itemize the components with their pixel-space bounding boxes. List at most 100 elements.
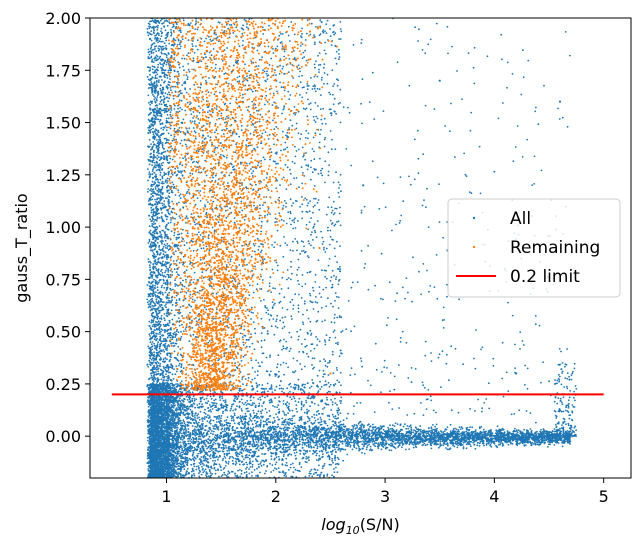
all-point — [164, 345, 167, 347]
all-point — [151, 312, 153, 315]
all-point — [154, 7, 156, 9]
all-point — [147, 57, 150, 60]
all-point — [152, 159, 155, 162]
all-point — [147, 132, 150, 134]
all-point — [167, 379, 169, 382]
all-point — [153, 156, 156, 159]
all-point — [158, 201, 161, 204]
all-point — [151, 292, 154, 295]
all-point — [157, 354, 160, 357]
all-point — [152, 332, 155, 334]
all-point — [149, 103, 152, 106]
all-point — [168, 301, 171, 304]
all-point — [153, 335, 156, 338]
all-point — [153, 364, 155, 367]
all-point — [150, 60, 153, 63]
all-point — [151, 192, 154, 195]
all-point — [165, 63, 168, 66]
all-point — [168, 266, 171, 269]
all-point — [157, 455, 160, 457]
all-point — [148, 32, 151, 35]
all-point — [147, 366, 150, 368]
all-point — [156, 145, 159, 148]
all-point — [162, 430, 165, 432]
all-point — [165, 179, 167, 182]
all-point — [156, 15, 158, 17]
all-point — [151, 12, 153, 14]
all-point — [162, 388, 165, 391]
all-point — [173, 430, 176, 433]
all-point — [180, 99, 183, 102]
all-point — [166, 301, 169, 304]
all-point — [154, 74, 157, 77]
all-point — [176, 43, 179, 46]
all-point — [155, 281, 157, 284]
all-point — [157, 212, 159, 215]
all-point — [159, 100, 162, 103]
all-point — [161, 123, 164, 125]
all-point — [151, 198, 154, 201]
all-point — [153, 11, 155, 13]
all-point — [156, 58, 159, 61]
all-point — [171, 318, 174, 321]
all-point — [163, 274, 165, 277]
all-point — [175, 383, 177, 385]
all-point — [152, 183, 155, 186]
all-point — [151, 325, 154, 328]
all-point — [154, 132, 157, 135]
all-point — [163, 401, 165, 404]
all-point — [158, 21, 161, 24]
all-point — [162, 128, 165, 131]
all-point — [158, 273, 160, 276]
all-point — [150, 20, 153, 23]
all-point — [163, 384, 165, 387]
all-point — [150, 156, 152, 159]
all-point — [159, 38, 162, 40]
all-point — [155, 301, 158, 303]
all-point — [162, 459, 165, 462]
all-point — [156, 133, 159, 136]
all-point — [171, 271, 174, 273]
all-point — [168, 360, 171, 363]
all-point — [164, 269, 167, 272]
all-point — [155, 89, 158, 92]
all-point — [152, 150, 155, 153]
all-point — [178, 194, 181, 197]
all-point — [149, 355, 152, 358]
all-point — [152, 168, 154, 171]
series-all — [146, 7, 578, 478]
all-point — [166, 234, 168, 236]
all-point — [159, 320, 162, 323]
all-point — [184, 14, 186, 16]
all-point — [157, 156, 160, 159]
all-point — [152, 153, 155, 156]
all-point — [164, 37, 167, 39]
all-point — [163, 232, 166, 234]
all-point — [147, 439, 149, 442]
all-point — [148, 53, 151, 56]
all-point — [154, 136, 157, 139]
all-point — [156, 151, 158, 154]
all-point — [172, 260, 175, 262]
all-point — [150, 211, 153, 214]
all-point — [158, 138, 160, 141]
all-point — [162, 374, 165, 377]
all-point — [179, 397, 181, 400]
all-point — [162, 432, 165, 434]
all-point — [194, 425, 197, 428]
all-point — [155, 173, 157, 176]
all-point — [149, 442, 152, 444]
all-point — [147, 87, 150, 89]
all-point — [164, 357, 167, 359]
all-point — [156, 460, 158, 463]
all-point — [154, 108, 156, 111]
all-point — [174, 217, 176, 220]
all-point — [154, 214, 157, 217]
all-point — [148, 203, 151, 206]
all-point — [166, 24, 169, 27]
all-point — [158, 261, 161, 264]
all-point — [157, 69, 159, 72]
all-point — [148, 378, 150, 381]
all-point — [147, 425, 149, 428]
all-point — [149, 456, 152, 458]
